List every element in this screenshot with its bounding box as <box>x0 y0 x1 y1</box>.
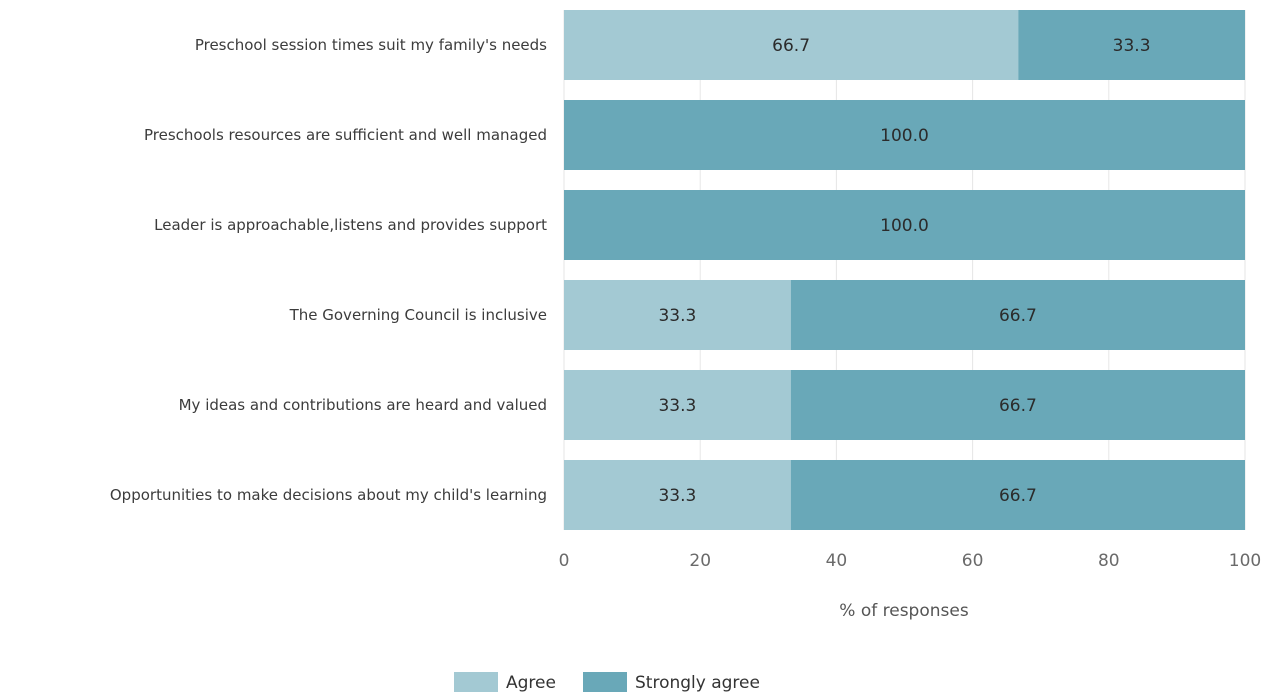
bar-segment <box>564 10 1019 80</box>
data-label: 66.7 <box>999 306 1037 326</box>
data-label: 100.0 <box>880 126 929 146</box>
category-label: Preschools resources are sufficient and … <box>144 126 547 144</box>
bar-segment <box>1018 10 1245 80</box>
data-label: 33.3 <box>1113 36 1151 56</box>
gridlines <box>563 10 1246 530</box>
category-label: Leader is approachable,listens and provi… <box>154 216 547 234</box>
tick-label: 20 <box>689 551 711 571</box>
legend-swatch <box>583 672 627 692</box>
tick-label: 0 <box>559 551 570 571</box>
legend-swatch <box>454 672 498 692</box>
tick-label: 60 <box>962 551 984 571</box>
category-labels: Preschool session times suit my family's… <box>110 36 547 504</box>
legend-label: Agree <box>506 673 556 693</box>
bar-segment <box>564 100 1245 170</box>
bar-segment <box>564 370 791 440</box>
bar-segment <box>564 460 791 530</box>
data-label: 33.3 <box>658 486 696 506</box>
tick-label: 80 <box>1098 551 1120 571</box>
bar-segment <box>790 370 1245 440</box>
legend-label: Strongly agree <box>635 673 760 693</box>
data-label: 66.7 <box>999 486 1037 506</box>
tick-label: 100 <box>1229 551 1261 571</box>
legend: Agree Strongly agree <box>454 672 760 693</box>
x-axis-ticks: 0 20 40 60 80 100 <box>559 551 1262 571</box>
data-label: 33.3 <box>658 396 696 416</box>
tick-label: 40 <box>826 551 848 571</box>
data-label: 66.7 <box>772 36 810 56</box>
bar-segment <box>564 280 791 350</box>
bar-segment <box>790 280 1245 350</box>
category-label: My ideas and contributions are heard and… <box>179 396 547 414</box>
x-axis-title: % of responses <box>839 601 969 621</box>
data-label: 66.7 <box>999 396 1037 416</box>
bar-segment <box>564 190 1245 260</box>
bar-segment <box>790 460 1245 530</box>
category-label: The Governing Council is inclusive <box>289 306 547 324</box>
category-label: Preschool session times suit my family's… <box>195 36 547 54</box>
bars: 66.7 33.3 100.0 100.0 33.3 66.7 33.3 66.7 33.3 66… <box>564 10 1245 530</box>
data-label: 100.0 <box>880 216 929 236</box>
data-label: 33.3 <box>658 306 696 326</box>
category-label: Opportunities to make decisions about my… <box>110 486 547 504</box>
